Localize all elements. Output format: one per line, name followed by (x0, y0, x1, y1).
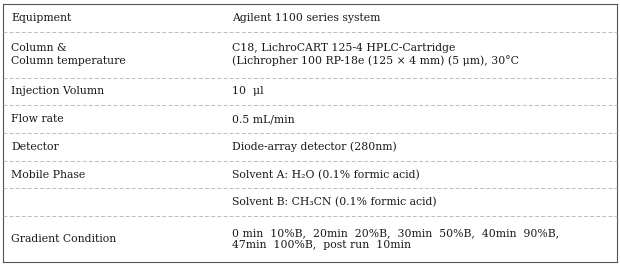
Text: Solvent B: CH₃CN (0.1% formic acid): Solvent B: CH₃CN (0.1% formic acid) (232, 197, 437, 207)
Text: Solvent A: H₂O (0.1% formic acid): Solvent A: H₂O (0.1% formic acid) (232, 169, 420, 180)
Text: Flow rate: Flow rate (11, 114, 64, 124)
Text: 0.5 mL/min: 0.5 mL/min (232, 114, 295, 124)
Text: Detector: Detector (11, 142, 59, 152)
Text: Injection Volumn: Injection Volumn (11, 86, 104, 96)
Text: Diode-array detector (280nm): Diode-array detector (280nm) (232, 142, 397, 152)
Text: 47min  100%B,  post run  10min: 47min 100%B, post run 10min (232, 240, 412, 250)
Text: Mobile Phase: Mobile Phase (11, 170, 86, 180)
Text: (Lichropher 100 RP-18e (125 × 4 mm) (5 μm), 30°C: (Lichropher 100 RP-18e (125 × 4 mm) (5 μ… (232, 55, 520, 66)
Text: Column temperature: Column temperature (11, 56, 126, 66)
Text: 10  μl: 10 μl (232, 86, 264, 96)
Text: 0 min  10%B,  20min  20%B,  30min  50%B,  40min  90%B,: 0 min 10%B, 20min 20%B, 30min 50%B, 40mi… (232, 228, 560, 238)
Text: Equipment: Equipment (11, 13, 71, 23)
Text: Gradient Condition: Gradient Condition (11, 234, 117, 244)
Text: C18, LichroCART 125-4 HPLC-Cartridge: C18, LichroCART 125-4 HPLC-Cartridge (232, 43, 456, 53)
Text: Agilent 1100 series system: Agilent 1100 series system (232, 13, 381, 23)
Text: Column &: Column & (11, 43, 67, 53)
